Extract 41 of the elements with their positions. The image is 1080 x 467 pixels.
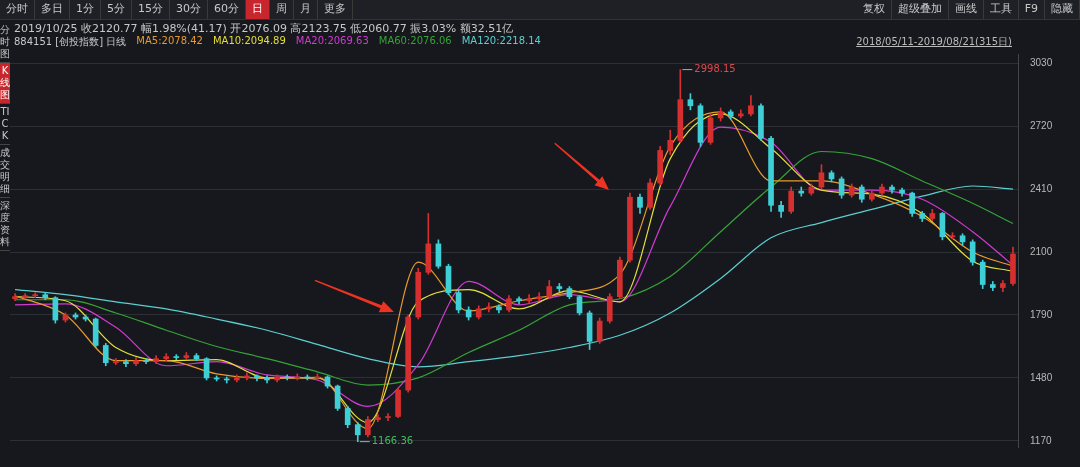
annotation: 分时图 — [0, 22, 10, 63]
text: MA60:2076.06 — [378, 35, 452, 48]
text: 隐藏 — [1045, 0, 1080, 19]
y-tick-label: 1790 — [1030, 308, 1053, 320]
text: MA20:2069.63 — [295, 35, 369, 48]
text: 更多 — [318, 0, 353, 19]
text: F9 — [1018, 0, 1045, 19]
y-tick-label: 3030 — [1030, 56, 1053, 68]
text: 周 — [270, 0, 294, 19]
line-series — [14, 185, 1014, 368]
annotation: 深度资料 — [0, 198, 10, 251]
text: 超级叠加 — [891, 0, 949, 19]
text: 5分 — [101, 0, 132, 19]
text: MA10:2094.89 — [212, 35, 286, 48]
annotation: 成交明细 — [0, 145, 10, 198]
y-tick-label: 1170 — [1030, 434, 1052, 446]
text: 月 — [294, 0, 318, 19]
text: 多日 — [35, 0, 70, 19]
y-tick-label: 1480 — [1030, 371, 1053, 383]
text: 复权 — [856, 0, 892, 19]
text: 分时 — [0, 0, 35, 19]
text: TICK — [0, 104, 10, 145]
y-tick-label: 2100 — [1030, 245, 1053, 257]
annotation: K线图 — [0, 63, 10, 104]
text: MA120:2218.14 — [461, 35, 541, 48]
text: 画线 — [948, 0, 984, 19]
y-tick-label: 2410 — [1030, 182, 1053, 194]
y-tick-label: 2720 — [1030, 119, 1053, 131]
text: 30分 — [170, 0, 208, 19]
chart-subtitle: 884151 [创投指数] 日线 — [14, 35, 127, 49]
text: 15分 — [132, 0, 170, 19]
text: 日 — [246, 0, 270, 19]
text: 60分 — [208, 0, 246, 19]
text: MA5:2078.42 — [136, 35, 203, 48]
annotation: 1166.36 — [371, 435, 414, 447]
annotation: 2998.15 — [694, 63, 736, 75]
line-series — [14, 150, 1014, 386]
text: 1分 — [70, 0, 101, 19]
text: 工具 — [983, 0, 1019, 19]
text: 2018/05/11-2019/08/21(315日) — [856, 35, 1012, 49]
chart-title: 2019/10/25 收2120.77 幅1.98%(41.17) 开2076.09 高2123.75 低2060.77 振3.03% 额32.51亿 — [14, 21, 514, 36]
